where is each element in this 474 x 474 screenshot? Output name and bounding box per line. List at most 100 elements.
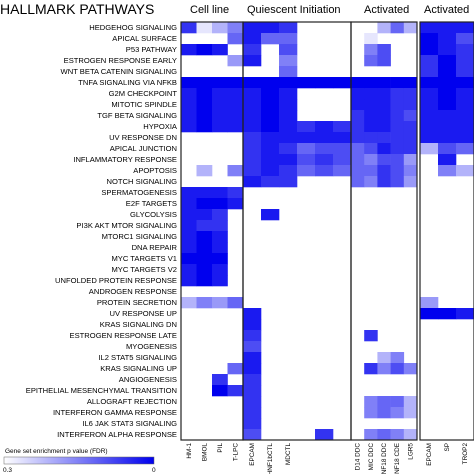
heatmap-cell	[227, 121, 244, 133]
heatmap-cell	[196, 99, 213, 111]
row-label: ANGIOGENESIS	[119, 375, 177, 384]
row-label: APICAL JUNCTION	[110, 144, 177, 153]
heatmap-cell	[196, 220, 213, 232]
heatmap-cell	[196, 77, 213, 89]
heatmap-cell	[390, 176, 405, 188]
heatmap-cell	[377, 154, 391, 166]
row-label: ESTROGEN RESPONSE EARLY	[64, 56, 177, 65]
heatmap-cell	[181, 77, 197, 89]
heatmap-cell	[438, 165, 457, 177]
panel-borders	[180, 21, 474, 441]
heatmap-cell	[364, 44, 378, 56]
row-label: TGF BETA SIGNALING	[97, 111, 177, 120]
heatmap-cell	[377, 429, 391, 441]
heatmap-cell	[438, 66, 457, 78]
heatmap-cell	[390, 77, 405, 89]
heatmap-cell	[456, 99, 474, 111]
heatmap-cell	[420, 121, 439, 133]
heatmap-cell	[181, 275, 197, 287]
heatmap-cell	[456, 77, 474, 89]
heatmap-cell	[243, 22, 262, 34]
heatmap-cell	[438, 55, 457, 67]
heatmap-cell	[212, 44, 228, 56]
heatmap-cell	[243, 396, 262, 408]
column-label: EPCAM	[426, 443, 433, 466]
row-label: MYC TARGETS V1	[111, 254, 177, 263]
heatmap-cell	[243, 429, 262, 441]
row-label: MITOTIC SPINDLE	[111, 100, 177, 109]
heatmap-cell	[364, 110, 378, 122]
row-label: IL2 STAT5 SIGNALING	[98, 353, 177, 362]
row-label: KRAS SIGNALING UP	[100, 364, 177, 373]
heatmap-cell	[420, 99, 439, 111]
heatmap-cell	[212, 77, 228, 89]
heatmap-cell	[181, 99, 197, 111]
row-label: UV RESPONSE UP	[109, 309, 177, 318]
heatmap-cell	[377, 363, 391, 375]
row-label: ESTROGEN RESPONSE LATE	[70, 331, 177, 340]
heatmap-cell	[243, 55, 262, 67]
row-label: APOPTOSIS	[133, 166, 177, 175]
row-label: KRAS SIGNALING DN	[100, 320, 177, 329]
heatmap-cell	[456, 88, 474, 100]
heatmap-cell	[243, 407, 262, 419]
heatmap-cell	[364, 132, 378, 144]
heatmap-cell	[261, 165, 280, 177]
heatmap-cell	[403, 363, 418, 375]
heatmap-cell	[196, 110, 213, 122]
group-label: Quiescent Initiation	[247, 4, 341, 16]
heatmap-cell	[315, 165, 334, 177]
heatmap-cell	[261, 22, 280, 34]
heatmap-cell	[377, 22, 391, 34]
heatmap-cells	[181, 22, 474, 441]
column-labels: HM-1 BMOL PIL T-LPC EPCAM HNF1bCTL MDCTL D14 DD…	[186, 443, 469, 474]
heatmap-cell	[243, 418, 262, 430]
heatmap-cell	[351, 176, 365, 188]
heatmap-cell	[377, 143, 391, 155]
row-label: WNT BETA CATENIN SIGNALING	[61, 67, 178, 76]
heatmap-cell	[261, 176, 280, 188]
heatmap-cell	[377, 44, 391, 56]
heatmap-cell	[227, 55, 244, 67]
heatmap-cell	[390, 143, 405, 155]
heatmap-cell	[181, 44, 197, 56]
heatmap-cell	[279, 22, 298, 34]
heatmap-cell	[333, 154, 352, 166]
column-label: TROP2	[462, 443, 469, 465]
legend-title: Gene set enrichment p value (FDR)	[5, 448, 108, 455]
heatmap-cell	[243, 99, 262, 111]
heatmap-cell	[390, 88, 405, 100]
heatmap-cell	[377, 176, 391, 188]
heatmap-cell	[315, 121, 334, 133]
heatmap-cell	[364, 429, 378, 441]
heatmap-cell	[315, 77, 334, 89]
heatmap-cell	[181, 253, 197, 265]
heatmap-cell	[403, 143, 418, 155]
heatmap-cell	[227, 99, 244, 111]
heatmap-cell	[420, 33, 439, 45]
heatmap-cell	[364, 176, 378, 188]
heatmap-cell	[364, 121, 378, 133]
heatmap-cell	[377, 88, 391, 100]
heatmap-cell	[420, 110, 439, 122]
heatmap-cell	[403, 407, 418, 419]
heatmap-cell	[390, 396, 405, 408]
heatmap-cell	[364, 396, 378, 408]
row-label: P53 PATHWAY	[126, 45, 177, 54]
heatmap-cell	[456, 22, 474, 34]
heatmap-cell	[333, 143, 352, 155]
heatmap-cell	[212, 209, 228, 221]
heatmap-cell	[181, 220, 197, 232]
heatmap-cell	[279, 110, 298, 122]
heatmap-cell	[377, 99, 391, 111]
heatmap-cell	[377, 352, 391, 364]
heatmap-cell	[390, 363, 405, 375]
heatmap-cell	[390, 154, 405, 166]
column-label: D14 DDC	[355, 443, 362, 471]
column-label: PIL	[217, 443, 224, 453]
column-label: HNF1bCTL	[267, 443, 274, 474]
heatmap-cell	[212, 22, 228, 34]
heatmap-cell	[364, 407, 378, 419]
row-label: E2F TARGETS	[126, 199, 177, 208]
heatmap-cell	[212, 297, 228, 309]
